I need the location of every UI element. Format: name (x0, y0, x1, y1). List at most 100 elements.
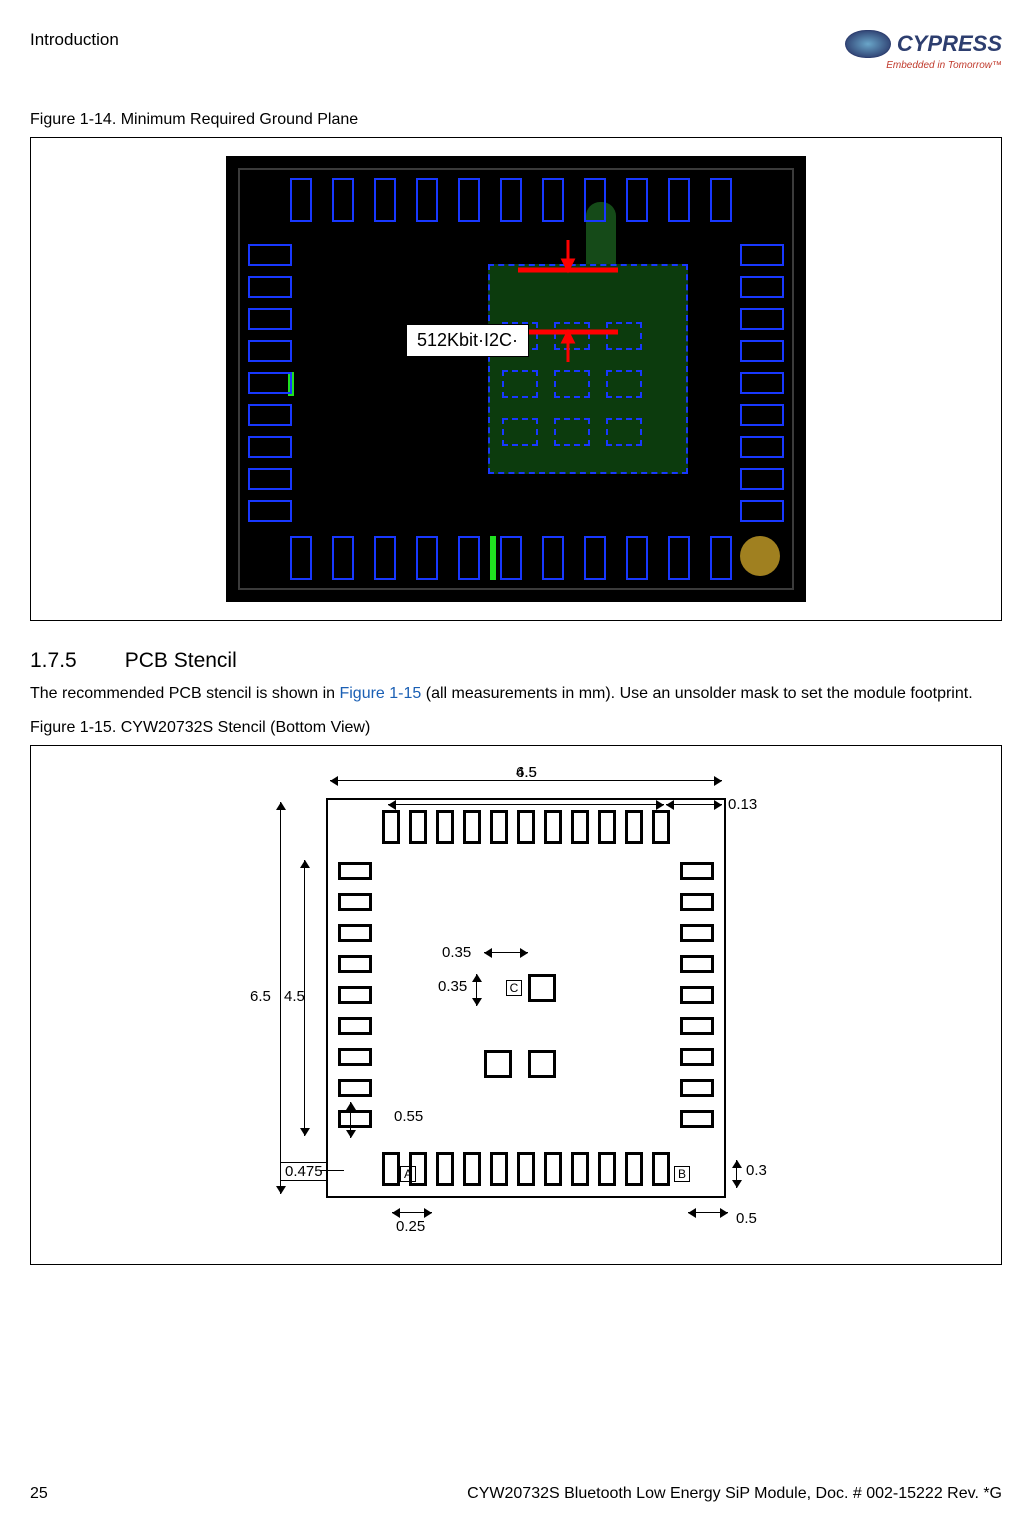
stencil-pad (680, 955, 714, 973)
stencil-pad (517, 810, 535, 844)
stencil-pad (680, 893, 714, 911)
pcb-pad (740, 276, 784, 298)
stencil-pad (490, 1152, 508, 1186)
stencil-pad (338, 893, 372, 911)
page-number: 25 (30, 1485, 48, 1503)
stencil-pad (382, 1152, 400, 1186)
pcb-pad (374, 536, 396, 580)
stencil-pad (652, 810, 670, 844)
figure-1-15: C 6.5 4.5 0.13 6.5 4.5 0.35 0.35 0.55 0.… (30, 745, 1002, 1265)
stencil-pad (625, 810, 643, 844)
dim-center-h: 0.35 (438, 978, 467, 995)
stencil-diagram: C 6.5 4.5 0.13 6.5 4.5 0.35 0.35 0.55 0.… (216, 764, 816, 1234)
pcb-pad (626, 178, 648, 222)
pcb-pad (248, 436, 292, 458)
pcb-pad (710, 536, 732, 580)
stencil-pad (652, 1152, 670, 1186)
logo-tagline: Embedded in Tomorrow™ (845, 60, 1002, 71)
section-title: PCB Stencil (125, 649, 237, 673)
dim-bottom-margin: 0.5 (736, 1210, 757, 1227)
stencil-pad (625, 1152, 643, 1186)
stencil-pad (338, 986, 372, 1004)
pcb-pad (668, 178, 690, 222)
pcb-pad (500, 536, 522, 580)
dim-inner-height: 4.5 (284, 988, 305, 1005)
pcb-pad (248, 308, 292, 330)
pcb-pad (740, 468, 784, 490)
stencil-pad (409, 810, 427, 844)
figure-link[interactable]: Figure 1-15 (339, 685, 421, 702)
stencil-pad (680, 1048, 714, 1066)
pcb-pad (584, 178, 606, 222)
pcb-pad (710, 178, 732, 222)
pcb-pad (458, 178, 480, 222)
stencil-pad (463, 810, 481, 844)
dim-center-w: 0.35 (442, 944, 471, 961)
stencil-pad (598, 810, 616, 844)
figure-caption: Figure 1-15. CYW20732S Stencil (Bottom V… (30, 719, 1002, 737)
body-text: The recommended PCB stencil is shown in (30, 685, 339, 702)
stencil-pad (571, 1152, 589, 1186)
stencil-pad (680, 862, 714, 880)
figure-1-14: /* inline generation deferred to binder … (30, 137, 1002, 621)
stencil-pad (598, 1152, 616, 1186)
pcb-pad (542, 178, 564, 222)
pcb-pad (332, 178, 354, 222)
pcb-pad (332, 536, 354, 580)
dim-outer-height: 6.5 (250, 988, 271, 1005)
stencil-pad (680, 1079, 714, 1097)
stencil-pad (436, 810, 454, 844)
stencil-pad (338, 862, 372, 880)
stencil-pad (463, 1152, 481, 1186)
stencil-pad (517, 1152, 535, 1186)
pcb-pad (248, 500, 292, 522)
section-heading: 1.7.5 PCB Stencil (30, 649, 1002, 673)
dim-top-gap: 0.13 (728, 796, 757, 813)
brand-logo: CYPRESS Embedded in Tomorrow™ (845, 30, 1002, 71)
datum-b-label: B (674, 1166, 690, 1182)
pcb-pad (740, 308, 784, 330)
pcb-pad (248, 468, 292, 490)
globe-icon (845, 30, 891, 58)
stencil-pad (680, 1110, 714, 1128)
stencil-pad (338, 1017, 372, 1035)
figure-caption: Figure 1-14. Minimum Required Ground Pla… (30, 111, 1002, 129)
pcb-pad (740, 404, 784, 426)
stencil-pad (409, 1152, 427, 1186)
pcb-pad (458, 536, 480, 580)
pcb-pad (740, 372, 784, 394)
pcb-pad (248, 276, 292, 298)
pcb-pad (542, 536, 564, 580)
stencil-pad (338, 924, 372, 942)
pcb-pad (584, 536, 606, 580)
doc-id: CYW20732S Bluetooth Low Energy SiP Modul… (467, 1485, 1002, 1503)
dim-bottom-pad-h: 0.3 (746, 1162, 767, 1179)
pcb-pad (248, 340, 292, 362)
stencil-pad (571, 810, 589, 844)
datum-c-label: C (506, 980, 522, 996)
pcb-pad (248, 244, 292, 266)
dim-left-pitch: 0.55 (394, 1108, 423, 1125)
pcb-pad (740, 244, 784, 266)
page-section: Introduction (30, 30, 119, 50)
pcb-pad (740, 436, 784, 458)
stencil-pad (338, 1048, 372, 1066)
pcb-pad (668, 536, 690, 580)
section-body: The recommended PCB stencil is shown in … (30, 683, 1002, 705)
stencil-pad (680, 924, 714, 942)
pcb-pad (500, 178, 522, 222)
pcb-pad (290, 536, 312, 580)
stencil-pad (338, 1079, 372, 1097)
stencil-pad (490, 810, 508, 844)
stencil-pad (544, 1152, 562, 1186)
stencil-pad (338, 1110, 372, 1128)
pin1-dot-icon (740, 536, 780, 576)
dim-bottom-pitch: 0.25 (396, 1218, 425, 1235)
logo-text: CYPRESS (897, 31, 1002, 57)
stencil-pad (382, 810, 400, 844)
pcb-pad (626, 536, 648, 580)
pcb-pad (248, 372, 292, 394)
pcb-pad (374, 178, 396, 222)
body-text: (all measurements in mm). Use an unsolde… (421, 685, 972, 702)
pcb-pad (416, 536, 438, 580)
